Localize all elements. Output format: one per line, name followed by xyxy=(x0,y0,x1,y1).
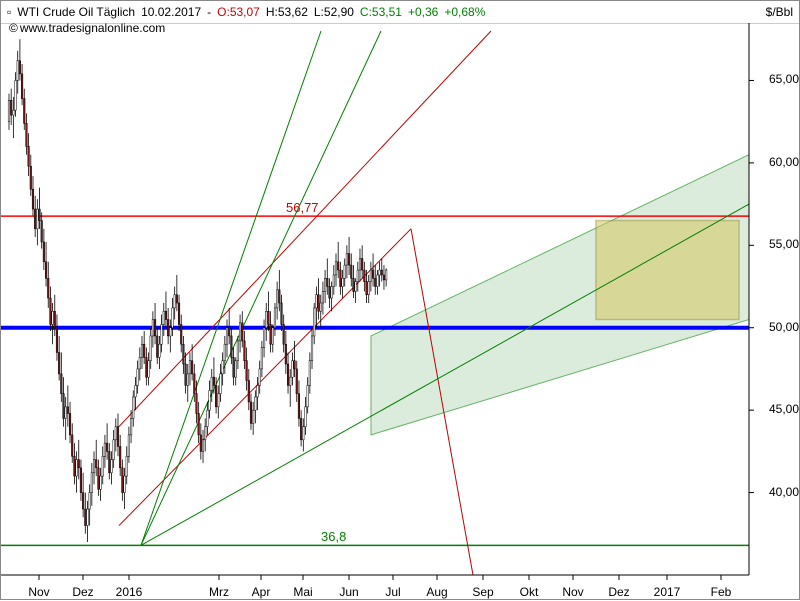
symbol-icon: ▫ xyxy=(7,5,11,19)
ohlc-open: O:53,07 xyxy=(217,5,260,19)
plot-area[interactable]: 40,00 45,00 50,00 55,00 60,00 65,00 Nov Dez 201… xyxy=(1,23,800,601)
y-tick-label: 50,00 xyxy=(769,320,799,334)
y-tick-label: 40,00 xyxy=(769,485,799,499)
x-tick-label: Okt xyxy=(520,585,539,599)
price-annotation: 36,8 xyxy=(321,529,346,544)
chart-date: 10.02.2017 xyxy=(141,5,201,19)
ohlc-high: H:53,62 xyxy=(266,5,308,19)
x-tick-label: 2016 xyxy=(116,585,143,599)
chart-svg[interactable] xyxy=(1,23,800,601)
x-tick-label: Mai xyxy=(293,585,312,599)
y-tick-label: 55,00 xyxy=(769,237,799,251)
x-tick-label: Dez xyxy=(72,585,93,599)
ohlc-low: L:52,90 xyxy=(314,5,354,19)
ohlc-close: C:53,51 xyxy=(360,5,402,19)
x-tick-label: Apr xyxy=(252,585,271,599)
change-abs: +0,36 xyxy=(408,5,438,19)
x-tick-label: Feb xyxy=(711,585,732,599)
x-tick-label: Nov xyxy=(562,585,583,599)
x-tick-label: Jun xyxy=(339,585,358,599)
x-tick-label: Sep xyxy=(472,585,493,599)
y-tick-label: 65,00 xyxy=(769,72,799,86)
chart-title: WTI Crude Oil Täglich xyxy=(17,5,135,19)
x-tick-label: Dez xyxy=(608,585,629,599)
x-tick-label: Nov xyxy=(28,585,49,599)
x-tick-label: Jul xyxy=(385,585,400,599)
price-annotation: 56,77 xyxy=(286,200,319,215)
separator: - xyxy=(207,5,211,19)
x-tick-label: Mrz xyxy=(209,585,229,599)
price-unit: $/Bbl xyxy=(766,5,793,19)
x-tick-label: 2017 xyxy=(654,585,681,599)
change-pct: +0,68% xyxy=(444,5,485,19)
y-tick-label: 60,00 xyxy=(769,155,799,169)
x-tick-label: Aug xyxy=(426,585,447,599)
y-tick-label: 45,00 xyxy=(769,402,799,416)
chart-window: ▫ WTI Crude Oil Täglich 10.02.2017 - O:5… xyxy=(0,0,800,600)
